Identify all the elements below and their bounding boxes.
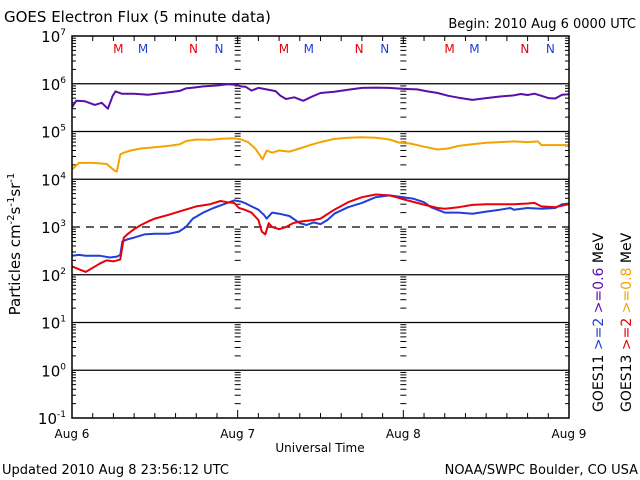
y-tick-label: 105 — [41, 124, 66, 142]
x-axis-label: Universal Time — [275, 441, 364, 455]
series-line-goes11-2-mev — [71, 194, 570, 259]
x-tick-label: Aug 6 — [55, 427, 90, 441]
satellite-position-marker: N — [215, 42, 224, 56]
legend-goes11: GOES11 >=2 >=0.6 MeV — [591, 232, 607, 412]
series-line-goes13-0-8-mev — [71, 136, 569, 173]
legend-entry: MeV — [591, 232, 607, 267]
x-tick-label: Aug 9 — [552, 427, 587, 441]
y-tick-label: 10-1 — [38, 410, 66, 428]
x-tick-label: Aug 7 — [220, 427, 255, 441]
series-line-goes13-2-mev — [71, 193, 570, 273]
y-tick-label: 103 — [41, 219, 66, 237]
satellite-position-marker: M — [279, 42, 289, 56]
satellite-position-marker: M — [304, 42, 314, 56]
begin-label: Begin: 2010 Aug 6 0000 UTC — [448, 17, 636, 32]
legend-entry: >=2 — [619, 318, 635, 355]
legend-entry: >=0.6 — [591, 267, 607, 317]
y-tick-label: 104 — [41, 171, 66, 189]
satellite-position-marker: N — [355, 42, 364, 56]
legend-goes13: GOES13 >=2 >=0.8 MeV — [619, 232, 635, 412]
satellite-position-marker: M — [444, 42, 454, 56]
chart-title: GOES Electron Flux (5 minute data) — [4, 8, 271, 26]
satellite-position-marker: N — [189, 42, 198, 56]
plot-frame — [71, 35, 570, 419]
satellite-position-marker: N — [380, 42, 389, 56]
legend-entry: >=2 — [591, 318, 607, 355]
y-tick-label: 100 — [41, 362, 66, 380]
legend-entry: GOES11 — [591, 355, 607, 412]
series-line-goes11-0-6-mev — [71, 83, 570, 110]
y-axis-label: Particles cm-2s-1sr-1 — [6, 173, 24, 316]
satellite-position-marker: M — [469, 42, 479, 56]
y-tick-label: 102 — [41, 267, 66, 285]
y-tick-label: 106 — [41, 76, 66, 94]
y-tick-label: 101 — [41, 315, 66, 333]
satellite-position-marker: N — [520, 42, 529, 56]
x-tick-label: Aug 8 — [386, 427, 421, 441]
legend-entry: >=0.8 — [619, 268, 635, 318]
footer-updated: Updated 2010 Aug 8 23:56:12 UTC — [2, 463, 229, 478]
satellite-position-marker: N — [546, 42, 555, 56]
satellite-position-marker: M — [113, 42, 123, 56]
legend-entry: MeV — [619, 232, 635, 267]
satellite-position-marker: M — [138, 42, 148, 56]
footer-credit: NOAA/SWPC Boulder, CO USA — [445, 463, 638, 478]
legend-entry: GOES13 — [619, 355, 635, 412]
y-tick-label: 107 — [41, 28, 66, 46]
